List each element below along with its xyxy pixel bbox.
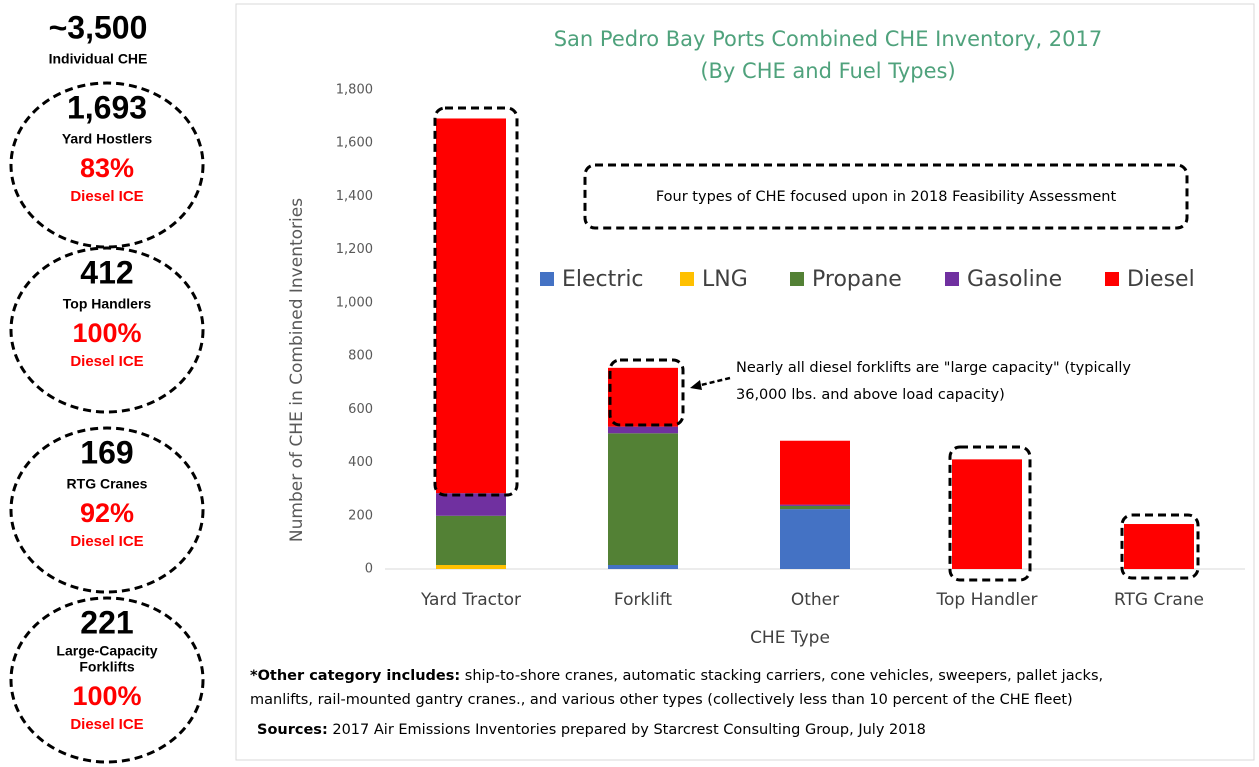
bar-segment — [780, 504, 850, 506]
summary-circle — [9, 81, 205, 249]
summary-count: 221 — [80, 604, 133, 640]
summary-name: Yard Hostlers — [62, 131, 152, 147]
footnote: Sources: 2017 Air Emissions Inventories … — [257, 722, 926, 738]
summary-count: 412 — [80, 254, 133, 290]
annotation: Four types of CHE focused upon in 2018 F… — [656, 189, 1117, 205]
highlight-box — [1120, 513, 1200, 580]
bar-segment — [436, 515, 506, 566]
y-tick-label: 1,200 — [336, 242, 373, 257]
y-axis-label: Number of CHE in Combined Inventories — [287, 198, 307, 542]
chart-frame — [235, 3, 1255, 761]
legend-swatch — [540, 272, 554, 286]
bar-segment — [780, 505, 850, 510]
summary-circle — [9, 246, 205, 414]
x-tick-label: Top Handler — [935, 590, 1037, 610]
summary-fuel: Diesel ICE — [70, 353, 143, 370]
bar-segment — [436, 565, 506, 569]
bar-segment — [780, 440, 850, 505]
legend-label: Electric — [562, 267, 644, 292]
summary-count: 1,693 — [67, 89, 147, 125]
bar-segment — [780, 509, 850, 569]
legend-swatch — [680, 272, 694, 286]
footnote-text: ship-to-shore cranes, automatic stacking… — [460, 668, 1103, 684]
legend-label: LNG — [702, 267, 748, 292]
highlight-box — [583, 163, 1189, 230]
y-tick-label: 1,800 — [336, 83, 373, 98]
arrow-head — [690, 380, 702, 390]
total-label: Individual CHE — [49, 51, 148, 67]
total: ~3,500 — [49, 9, 148, 45]
y-tick-label: 600 — [348, 402, 373, 417]
legend-swatch — [945, 272, 959, 286]
summary-name: Large-Capacity — [56, 643, 157, 659]
footnote-bold: *Other category includes: — [250, 668, 460, 684]
chart-title: San Pedro Bay Ports Combined CHE Invento… — [554, 27, 1103, 51]
annotation: 36,000 lbs. and above load capacity) — [736, 387, 1005, 403]
summary-count: 169 — [80, 434, 133, 470]
bar-segment — [436, 118, 506, 494]
footnote: *Other category includes: ship-to-shore … — [250, 668, 1103, 684]
bar-segment — [952, 459, 1022, 569]
bar-segment — [1124, 524, 1194, 569]
bar-segment — [608, 367, 678, 427]
bar-segment — [608, 426, 678, 434]
x-tick-label: Yard Tractor — [420, 590, 521, 610]
summary-pct: 83% — [80, 153, 134, 183]
x-tick-label: Other — [791, 590, 839, 610]
legend-label: Gasoline — [967, 267, 1062, 292]
summary-fuel: Diesel ICE — [70, 188, 143, 205]
y-tick-label: 0 — [365, 562, 373, 577]
summary-circle — [9, 426, 205, 594]
legend-swatch — [790, 272, 804, 286]
summary-pct: 100% — [72, 318, 141, 348]
footnote: manlifts, rail-mounted gantry cranes., a… — [250, 692, 1073, 708]
legend-swatch — [1105, 272, 1119, 286]
summary-name: Forklifts — [79, 659, 134, 675]
summary-pct: 92% — [80, 498, 134, 528]
y-tick-label: 1,400 — [336, 189, 373, 204]
footnote-text: 2017 Air Emissions Inventories prepared … — [328, 722, 926, 738]
highlight-box — [608, 358, 685, 427]
summary-pct: 100% — [72, 681, 141, 711]
legend-label: Diesel — [1127, 267, 1195, 292]
annotation: Nearly all diesel forklifts are "large c… — [736, 360, 1131, 376]
x-tick-label: Forklift — [614, 590, 673, 610]
footnote-text: manlifts, rail-mounted gantry cranes., a… — [250, 692, 1073, 708]
summary-name: Top Handlers — [63, 296, 152, 312]
bar-segment — [608, 433, 678, 566]
y-tick-label: 1,000 — [336, 295, 373, 310]
summary-circle — [9, 596, 205, 764]
summary-name: RTG Cranes — [67, 476, 148, 492]
y-tick-label: 400 — [348, 455, 373, 470]
x-tick-label: RTG Crane — [1114, 590, 1204, 610]
bar-segment — [436, 493, 506, 516]
footnote-bold: Sources: — [257, 722, 328, 738]
y-tick-label: 800 — [348, 349, 373, 364]
x-axis-label: CHE Type — [750, 628, 830, 648]
y-tick-label: 1,600 — [336, 136, 373, 151]
annotation-arrow — [696, 376, 731, 388]
bar-segment — [608, 565, 678, 569]
y-tick-label: 200 — [348, 508, 373, 523]
highlight-box — [948, 445, 1032, 582]
chart-subtitle: (By CHE and Fuel Types) — [700, 59, 955, 83]
legend-label: Propane — [812, 267, 902, 292]
summary-fuel: Diesel ICE — [70, 716, 143, 733]
summary-fuel: Diesel ICE — [70, 533, 143, 550]
highlight-box — [433, 106, 519, 497]
